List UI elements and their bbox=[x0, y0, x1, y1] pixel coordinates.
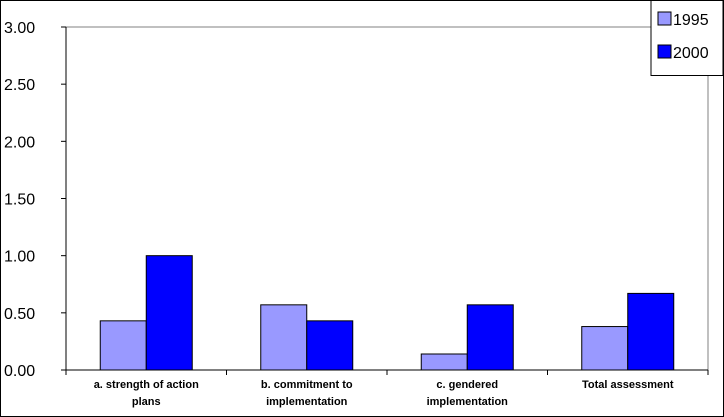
bar-1995-1 bbox=[99, 320, 147, 371]
legend-swatch-2000 bbox=[657, 44, 672, 59]
legend-label-1995: 1995 bbox=[673, 12, 709, 29]
bar-1995-3 bbox=[420, 353, 468, 371]
x-category-label-line: c. gendered bbox=[436, 379, 498, 391]
y-tick-label: 0.00 bbox=[4, 363, 35, 380]
y-tick-label: 1.50 bbox=[4, 192, 35, 209]
x-category-label-line: implementation bbox=[266, 396, 348, 408]
legend: 1995 2000 bbox=[650, 0, 724, 76]
x-category-label: Total assessment bbox=[582, 379, 674, 391]
x-category-label: b. commitment to implementation bbox=[261, 379, 353, 408]
x-category-label-line: b. commitment to bbox=[261, 379, 353, 391]
x-category-label: c. gendered implementation bbox=[427, 379, 509, 408]
x-category-label: a. strength of action plans bbox=[94, 379, 199, 408]
x-category-label-line: Total assessment bbox=[582, 379, 674, 391]
y-tick-label: 3.00 bbox=[4, 20, 35, 37]
legend-label-2000: 2000 bbox=[673, 45, 709, 62]
bar-1995-2 bbox=[260, 304, 308, 371]
axes: 0.00 0.50 1.00 1.50 2.00 2.50 3.00 a. strength … bbox=[4, 20, 709, 408]
x-category-label-line: plans bbox=[132, 396, 161, 408]
y-tick-label: 2.50 bbox=[4, 77, 35, 94]
bar-2000-1 bbox=[145, 255, 193, 371]
bar-2000-4 bbox=[627, 292, 675, 371]
x-category-label-line: implementation bbox=[427, 396, 509, 408]
bar-2000-3 bbox=[466, 304, 514, 371]
bar-2000-2 bbox=[306, 320, 354, 371]
y-tick-label: 0.50 bbox=[4, 306, 35, 323]
legend-swatch-1995 bbox=[657, 11, 672, 26]
bars bbox=[99, 255, 675, 371]
bar-1995-4 bbox=[581, 326, 629, 371]
y-tick-label: 1.00 bbox=[4, 249, 35, 266]
x-category-label-line: a. strength of action bbox=[94, 379, 199, 391]
y-tick-label: 2.00 bbox=[4, 134, 35, 151]
